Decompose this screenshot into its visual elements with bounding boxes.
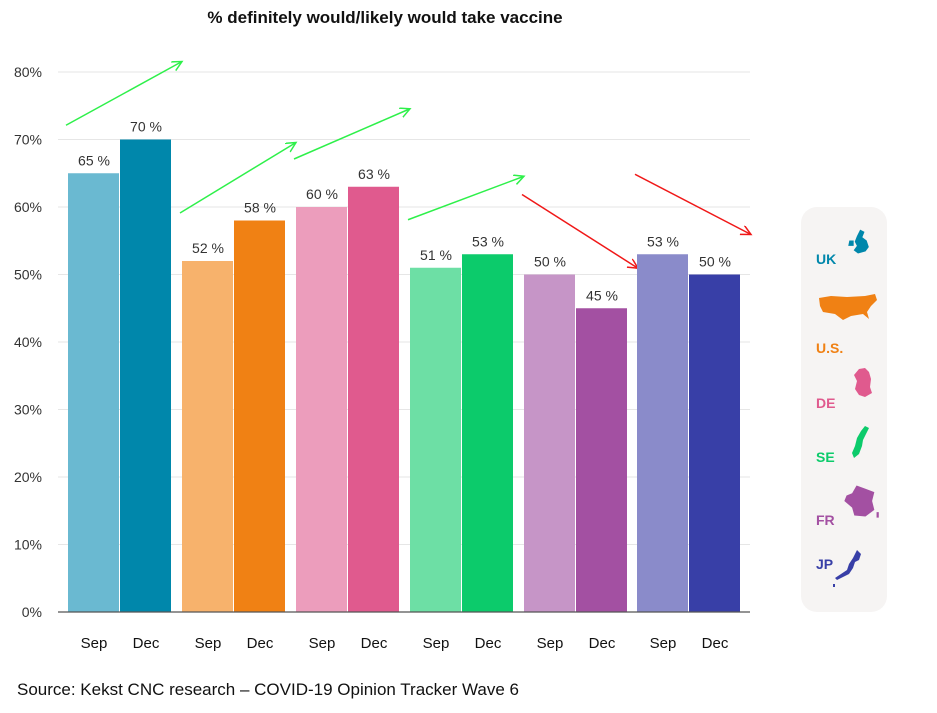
data-label: 63 % (358, 166, 390, 182)
data-label: 60 % (306, 186, 338, 202)
data-label: 51 % (420, 247, 452, 263)
legend-label-jp: JP (816, 556, 834, 572)
x-category-label: Dec (702, 635, 729, 652)
data-label: 50 % (699, 254, 731, 270)
data-label: 53 % (472, 233, 504, 249)
us-map-icon (819, 294, 877, 320)
y-tick-label: 80% (14, 64, 42, 80)
x-category-label: Sep (423, 635, 450, 652)
x-category-label: Sep (309, 635, 336, 652)
bar-de-dec (348, 186, 399, 612)
legend-label-us: U.S. (816, 340, 844, 356)
bar-uk-dec (120, 139, 171, 612)
bar-se-sep (410, 267, 461, 612)
trend-arrow-down (521, 193, 638, 269)
data-label: 70 % (130, 119, 162, 135)
x-category-label: Sep (81, 635, 108, 652)
data-label: 45 % (586, 287, 618, 303)
bar-de-sep (296, 207, 347, 612)
y-tick-label: 70% (14, 132, 42, 148)
data-label: 65 % (78, 152, 110, 168)
trend-arrow-down (634, 173, 751, 234)
data-label: 53 % (647, 233, 679, 249)
y-tick-label: 60% (14, 199, 42, 215)
fr-map-icon (844, 485, 879, 518)
legend-label-uk: UK (816, 251, 837, 267)
bar-us-dec (234, 220, 285, 612)
legend-label-se: SE (816, 449, 835, 465)
bar-jp-sep (637, 254, 688, 612)
trend-arrow-up (65, 62, 182, 126)
bar-us-sep (182, 261, 233, 612)
trend-arrow-up (179, 143, 296, 214)
x-category-label: Sep (650, 635, 677, 652)
legend-panel: UK U.S. DE SE FR JP (801, 207, 887, 612)
data-label: 58 % (244, 200, 276, 216)
y-tick-label: 0% (22, 604, 42, 620)
bar-se-dec (462, 254, 513, 612)
data-label: 50 % (534, 254, 566, 270)
legend-label-fr: FR (816, 512, 835, 528)
x-category-label: Dec (589, 635, 616, 652)
y-tick-label: 20% (14, 469, 42, 485)
source-note: Source: Kekst CNC research – COVID-19 Op… (17, 680, 519, 699)
data-label: 52 % (192, 240, 224, 256)
bar-fr-sep (524, 274, 575, 612)
x-category-label: Sep (195, 635, 222, 652)
uk-map-icon (848, 229, 869, 254)
x-category-label: Dec (475, 635, 502, 652)
x-category-label: Dec (133, 635, 160, 652)
chart-title: % definitely would/likely would take vac… (207, 8, 563, 27)
de-map-icon (854, 368, 872, 397)
y-tick-label: 40% (14, 334, 42, 350)
legend-label-de: DE (816, 395, 836, 411)
y-tick-label: 50% (14, 267, 42, 283)
trend-arrow-up (293, 109, 410, 160)
bar-fr-dec (576, 308, 627, 612)
jp-map-icon (833, 550, 861, 587)
x-category-label: Dec (247, 635, 274, 652)
y-tick-label: 10% (14, 537, 42, 553)
x-category-label: Sep (537, 635, 564, 652)
trend-arrow-up (407, 176, 524, 221)
se-map-icon (852, 426, 869, 458)
bar-jp-dec (689, 274, 740, 612)
x-category-label: Dec (361, 635, 388, 652)
bar-uk-sep (68, 173, 119, 612)
y-tick-label: 30% (14, 402, 42, 418)
